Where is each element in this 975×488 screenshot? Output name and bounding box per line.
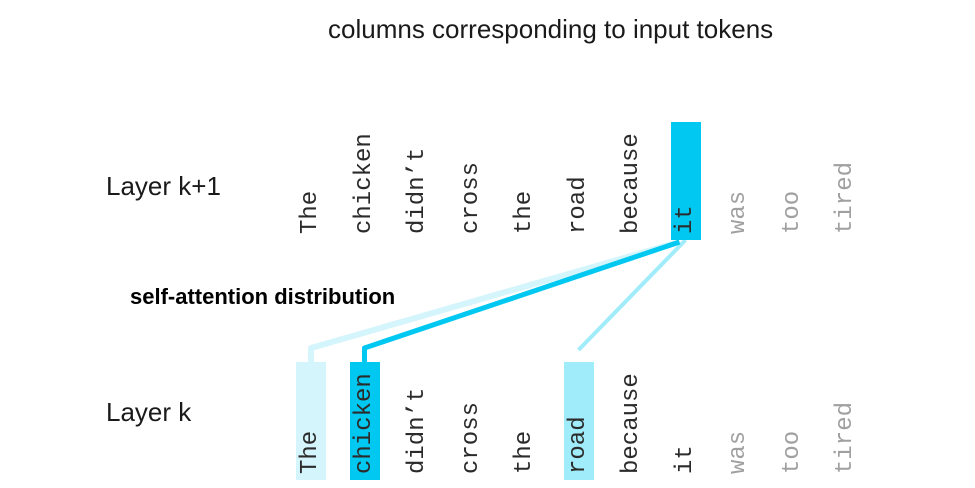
lower-token-label: was (725, 430, 752, 474)
attention-link-5 (577, 238, 687, 352)
lower-token-9: too (778, 362, 808, 480)
lower-token-0: The (296, 362, 326, 480)
lower-token-8: was (724, 362, 754, 480)
diagram-title: columns corresponding to input tokens (328, 14, 774, 44)
lower-token-label: chicken (350, 373, 378, 474)
lower-token-1: chicken (349, 362, 380, 480)
attention-link-1 (362, 239, 681, 362)
lower-token-3: cross (457, 362, 487, 480)
lower-token-label: because (618, 373, 645, 474)
lower-token-label: didn’t (404, 387, 431, 474)
lower-token-label: cross (457, 401, 485, 474)
layer-lower-label: Layer k (106, 397, 192, 427)
lower-token-10: tired (831, 362, 861, 480)
attention-link-0 (308, 239, 681, 362)
lower-token-label: road (564, 416, 592, 474)
lower-token-label: tired (832, 401, 859, 474)
attention-label: self-attention distribution (130, 284, 396, 309)
lower-token-label: too (778, 430, 806, 474)
lower-token-2: didn’t (403, 362, 433, 480)
lower-token-7: it (671, 362, 701, 480)
layer-upper-label: Layer k+1 (106, 171, 221, 201)
lower-token-5: road (563, 362, 594, 480)
lower-token-label: The (297, 430, 324, 474)
lower-token-6: because (617, 362, 647, 480)
lower-token-label: the (511, 430, 538, 474)
lower-token-label: it (671, 445, 699, 474)
upper-token-7: it (670, 122, 701, 240)
lower-token-4: the (510, 362, 540, 480)
